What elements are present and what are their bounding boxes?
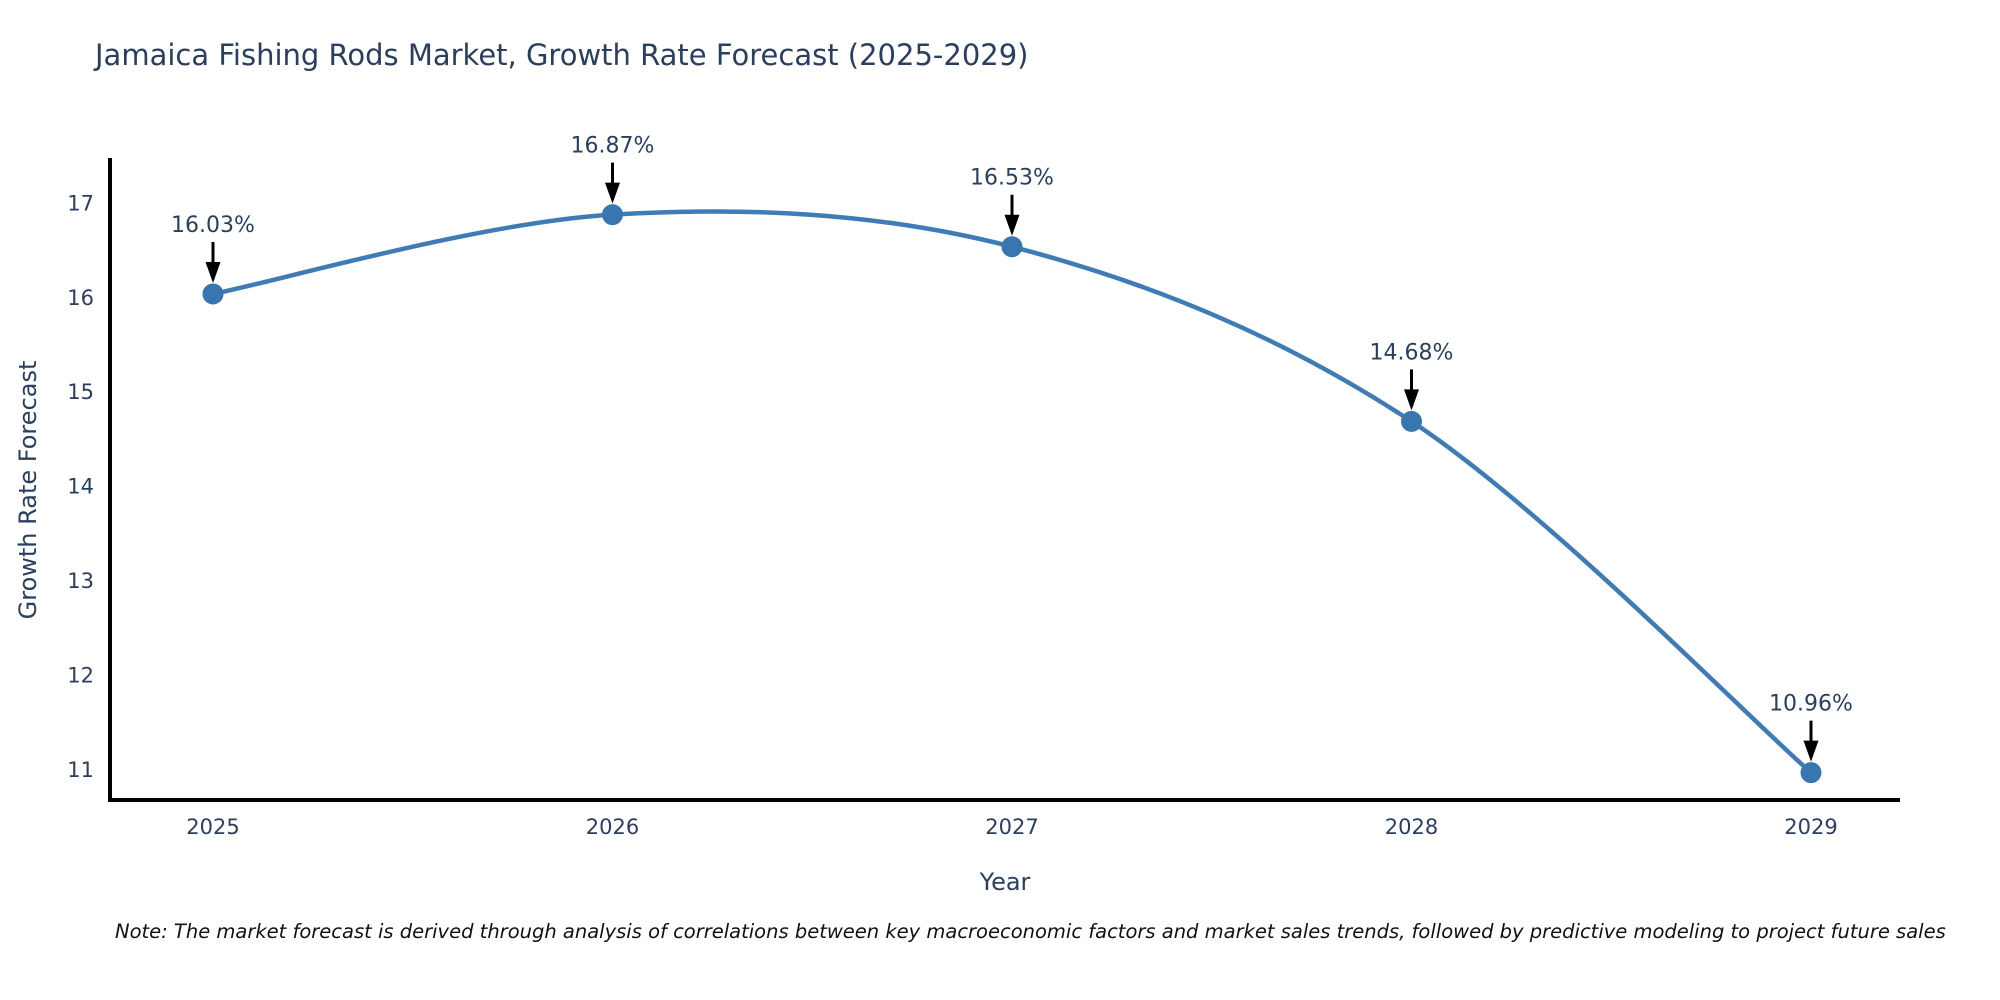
y-tick-label: 15 — [67, 380, 94, 404]
trend-line — [210, 209, 1814, 775]
x-tick-label: 2029 — [1784, 815, 1837, 839]
data-point-marker — [202, 283, 224, 305]
annotation-label: 16.03% — [171, 213, 255, 238]
data-point-marker — [1001, 236, 1023, 258]
x-tick-label: 2025 — [186, 815, 239, 839]
y-tick-label: 17 — [67, 191, 94, 215]
data-point-marker — [1401, 410, 1422, 432]
annotation-label: 16.53% — [970, 166, 1054, 191]
x-tick-label: 2028 — [1385, 815, 1438, 839]
y-tick-label: 14 — [67, 475, 94, 499]
chart-title: Jamaica Fishing Rods Market, Growth Rate… — [95, 38, 1029, 72]
annotation-label: 14.68% — [1370, 340, 1454, 365]
annotation-arrowhead — [1004, 214, 1020, 236]
annotation-arrowhead — [605, 182, 620, 204]
annotation-arrowhead — [205, 261, 221, 283]
annotation-arrowhead — [1803, 740, 1819, 762]
annotation-label: 16.87% — [571, 134, 655, 159]
annotation-label: 10.96% — [1769, 692, 1853, 717]
y-tick-label: 13 — [67, 569, 94, 593]
data-point-marker — [1800, 762, 1822, 784]
x-tick-label: 2026 — [586, 815, 639, 839]
data-point-marker — [602, 204, 623, 226]
x-tick-label: 2027 — [985, 815, 1038, 839]
y-tick-label: 16 — [67, 286, 94, 310]
y-tick-label: 12 — [67, 663, 94, 687]
chart-note: Note: The market forecast is derived thr… — [115, 920, 1946, 943]
annotation-arrowhead — [1404, 389, 1419, 411]
y-tick-label: 11 — [67, 758, 94, 782]
x-axis-title: Year — [979, 868, 1031, 896]
